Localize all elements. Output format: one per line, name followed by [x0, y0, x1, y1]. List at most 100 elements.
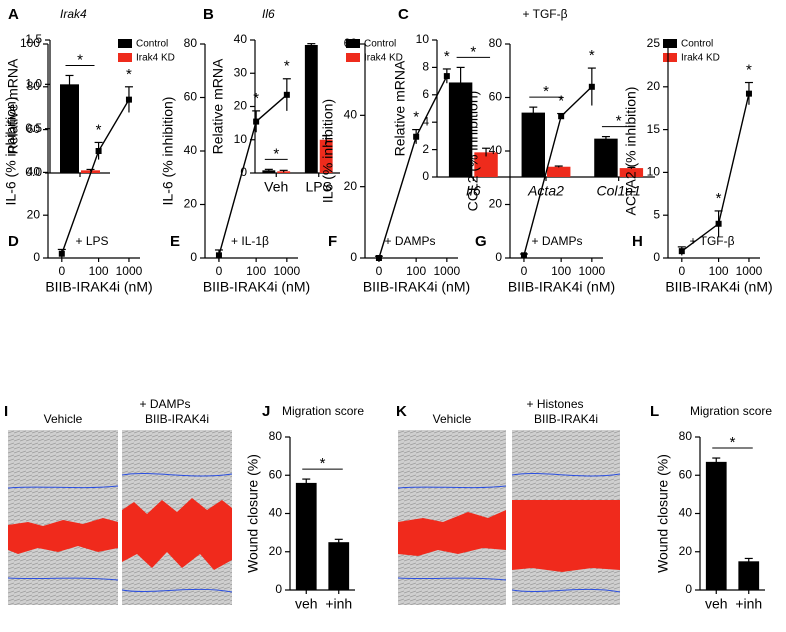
bar — [448, 82, 473, 177]
x-tick-label: 100 — [89, 264, 109, 278]
wound-area — [512, 500, 620, 572]
y-tick-label: 60 — [679, 467, 693, 481]
panel-label: E — [170, 233, 180, 250]
micrograph — [397, 430, 507, 605]
x-tick-label: 100 — [709, 264, 729, 278]
x-tick-label: 0 — [376, 264, 383, 278]
chart-title: + DAMPs — [384, 234, 435, 248]
wound-area — [8, 518, 118, 554]
y-axis-label: IL6 (% inhibition) — [320, 99, 336, 203]
y-tick-label: 40 — [489, 143, 503, 157]
y-axis-label: Relative mRNA — [5, 58, 21, 154]
x-tick-label: 100 — [551, 264, 571, 278]
data-point — [95, 148, 102, 154]
significance-star: * — [470, 43, 476, 60]
data-point — [215, 252, 222, 259]
panel-label: D — [8, 233, 19, 250]
legend-swatch — [663, 53, 677, 62]
data-point — [253, 118, 260, 125]
y-tick-label: 0 — [350, 250, 357, 264]
y-tick-label: 80 — [184, 36, 198, 50]
x-tick-label: 0 — [521, 264, 528, 278]
significance-star: * — [77, 51, 83, 68]
y-tick-label: 60 — [269, 467, 283, 481]
data-point — [443, 73, 450, 80]
x-tick-label: veh — [295, 596, 318, 612]
y-tick-label: 0 — [685, 582, 692, 596]
x-axis-label: BIIB-IRAK4i (nM) — [508, 279, 615, 295]
panel-label: C — [398, 6, 409, 23]
y-axis-label: CCL2 (% inhibition) — [465, 91, 481, 212]
panel-label: F — [328, 233, 337, 250]
wound-area — [398, 510, 506, 556]
y-tick-label: 0 — [190, 250, 197, 264]
wound-edge — [7, 485, 119, 489]
x-tick-label: 1000 — [736, 264, 763, 278]
y-tick-label: 80 — [27, 79, 41, 93]
x-tick-label: LPS — [306, 179, 332, 195]
x-tick-label: Col1a1 — [596, 183, 640, 199]
y-tick-label: 80 — [679, 429, 693, 443]
x-tick-label: 0 — [58, 264, 65, 278]
y-tick-label: 5 — [653, 207, 660, 221]
y-tick-label: 20 — [234, 99, 248, 113]
y-tick-label: 40 — [234, 32, 248, 46]
y-tick-label: 0 — [275, 582, 282, 596]
significance-star: * — [444, 48, 450, 65]
data-point — [58, 250, 65, 257]
legend-swatch — [663, 39, 677, 48]
wound-edge — [7, 577, 119, 581]
significance-star: * — [543, 83, 549, 100]
legend-swatch — [346, 39, 360, 48]
bar — [60, 84, 79, 173]
micrograph-bg — [398, 430, 506, 605]
chart-title: Il6 — [262, 7, 275, 21]
x-tick-label: 1000 — [116, 264, 143, 278]
y-tick-label: 60 — [27, 122, 41, 136]
y-tick-label: 0 — [240, 165, 247, 179]
legend-swatch — [118, 39, 132, 48]
bar — [304, 44, 318, 173]
image-label: Vehicle — [433, 412, 472, 426]
panel-title: + Histones — [526, 397, 583, 411]
data-point — [715, 220, 722, 227]
y-tick-label: 20 — [184, 197, 198, 211]
y-axis-label: Wound closure (%) — [245, 454, 261, 573]
y-tick-label: 0 — [653, 250, 660, 264]
y-axis-label: ACTA2 (% inhibition) — [623, 87, 639, 216]
data-point — [375, 255, 382, 261]
legend-swatch — [118, 53, 132, 62]
legend-label: Irak4 KD — [136, 53, 175, 64]
data-point — [283, 91, 290, 98]
y-tick-label: 20 — [344, 179, 358, 193]
y-tick-label: 4 — [422, 114, 429, 128]
bar — [319, 139, 333, 173]
significance-star: * — [320, 455, 326, 472]
y-tick-label: 0.0 — [25, 165, 42, 179]
image-label: BIIB-IRAK4i — [145, 412, 209, 426]
y-tick-label: 60 — [344, 36, 358, 50]
bar — [474, 152, 498, 177]
x-tick-label: 100 — [246, 264, 266, 278]
x-tick-label: +inh — [325, 596, 352, 612]
y-tick-label: 1.5 — [25, 32, 42, 46]
y-tick-label: 40 — [184, 143, 198, 157]
x-axis-label: BIIB-IRAK4i (nM) — [45, 279, 152, 295]
y-tick-label: 1.0 — [25, 77, 42, 91]
y-axis-label: IL-6 (% inhibition) — [160, 97, 176, 206]
x-axis-label: BIIB-IRAK4i (nM) — [665, 279, 772, 295]
data-point — [413, 133, 420, 140]
y-tick-label: 40 — [269, 506, 283, 520]
y-tick-label: 10 — [416, 32, 430, 46]
chart-title: + TGF-β — [522, 7, 567, 21]
wound-edge — [397, 485, 507, 489]
significance-star: * — [716, 190, 722, 207]
y-tick-label: 0 — [422, 169, 429, 183]
y-tick-label: 60 — [184, 90, 198, 104]
wound-edge — [397, 577, 507, 581]
y-tick-label: 20 — [489, 197, 503, 211]
chart-title: + DAMPs — [531, 234, 582, 248]
bar — [738, 561, 760, 590]
y-tick-label: 2 — [422, 142, 429, 156]
x-axis-label: BIIB-IRAK4i (nM) — [203, 279, 310, 295]
